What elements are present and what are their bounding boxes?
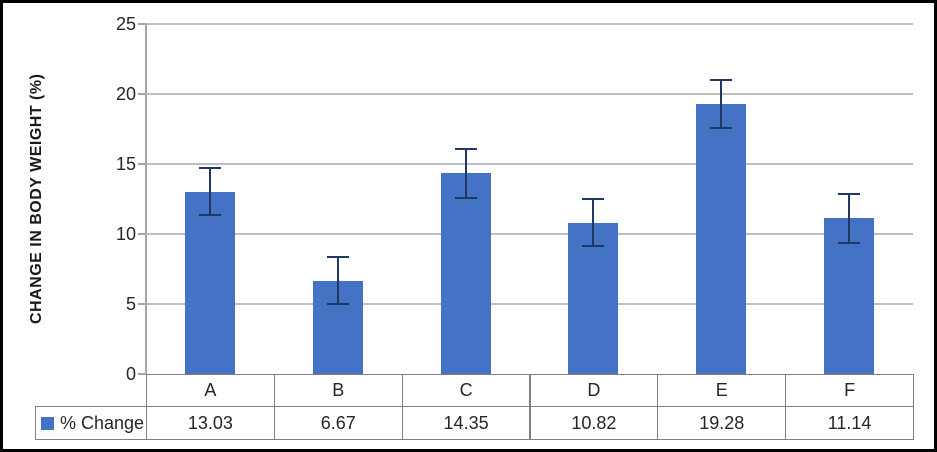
y-axis-title: CHANGE IN BODY WEIGHT (%) [28,73,45,325]
error-bar-cap-bottom-E [710,126,733,129]
y-axis-tick [138,93,146,95]
error-bar-cap-top-F [838,192,861,195]
error-bar-line-D [592,198,595,247]
y-axis-line [145,24,147,374]
error-bar-line-A [208,168,211,215]
bar-D [568,222,619,374]
legend-cell: % Change [35,406,147,440]
y-axis-tick [138,233,146,235]
value-cell-F: 11.14 [785,406,914,440]
category-cell-F: F [785,374,914,407]
error-bar-line-B [336,256,339,305]
error-bar-line-E [720,80,723,128]
value-cell-D: 10.82 [529,406,659,440]
bar-C [440,173,491,374]
y-axis-tick [138,303,146,305]
error-bar-cap-top-C [454,147,477,150]
category-cell-C: C [401,374,531,407]
y-axis-tick [138,163,146,165]
bar-A [184,191,235,374]
error-bar-cap-bottom-C [454,196,477,199]
y-tick-label: 25 [115,14,136,34]
category-cell-B: B [273,374,403,407]
y-axis-tick [138,373,146,375]
series-legend-marker-icon [41,416,54,430]
bar-F [824,218,875,374]
bar-E [696,104,747,374]
error-bar-cap-bottom-B [326,303,349,306]
value-cell-A: 13.03 [146,406,275,440]
value-cell-E: 19.28 [657,406,787,440]
y-tick-label: 20 [115,84,136,104]
gridline [146,23,913,25]
gridline [146,233,913,235]
y-axis-tick [138,23,146,25]
category-cell-E: E [657,374,787,407]
error-bar-line-F [848,193,851,243]
error-bar-cap-top-B [326,255,349,258]
error-bar-cap-top-D [582,197,605,200]
gridline [146,93,913,95]
category-cell-A: A [146,374,275,407]
error-bar-cap-top-E [710,79,733,82]
error-bar-cap-top-A [198,167,221,170]
y-tick-label: 15 [115,154,136,174]
category-cell-D: D [529,374,659,407]
error-bar-line-C [464,148,467,198]
gridline [146,163,913,165]
error-bar-cap-bottom-A [198,213,221,216]
gridline [146,303,913,305]
y-tick-label: 5 [125,294,136,314]
series-legend-label: % Change [60,412,145,433]
value-cell-B: 6.67 [273,406,403,440]
error-bar-cap-bottom-F [838,241,861,244]
value-cell-C: 14.35 [401,406,531,440]
y-tick-label: 10 [115,224,136,244]
y-tick-label: 0 [125,364,136,384]
error-bar-cap-bottom-D [582,245,605,248]
